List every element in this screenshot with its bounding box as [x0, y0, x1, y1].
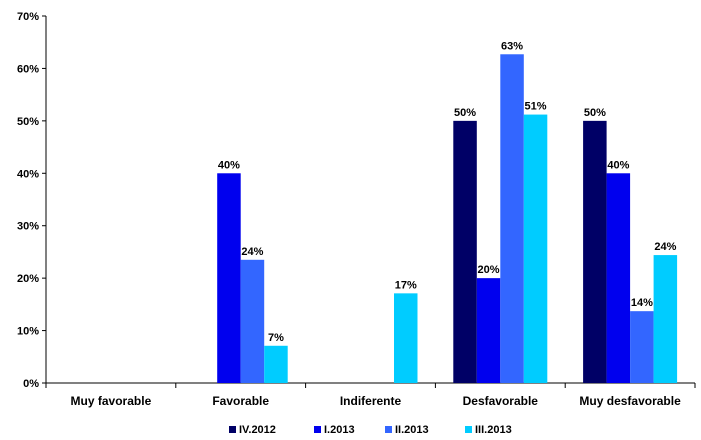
data-label: 50%: [584, 107, 606, 119]
data-label: 40%: [218, 159, 240, 171]
x-tick-label: Muy desfavorable: [579, 394, 681, 408]
bar: [523, 114, 548, 384]
y-tick-label: 70%: [17, 11, 39, 23]
legend-label: III.2013: [475, 424, 512, 435]
bar: [606, 173, 631, 383]
data-label: 17%: [395, 279, 417, 291]
x-tick-label: Desfavorable: [463, 394, 539, 408]
data-label: 7%: [268, 332, 284, 344]
bar: [394, 293, 418, 383]
y-tick-label: 50%: [17, 116, 39, 128]
bar: [264, 345, 288, 383]
data-label: 14%: [631, 297, 653, 309]
data-label: 24%: [241, 246, 263, 258]
data-label: 20%: [478, 264, 500, 276]
legend: IV.2012 I.2013 II.2013 III.2013: [229, 424, 512, 436]
bars: [217, 54, 678, 384]
axes: 0% 10% 20% 30% 40% 50% 60% 70% Muy favorable Favo…: [17, 11, 696, 408]
bar: [217, 173, 241, 383]
legend-swatch: [465, 426, 472, 433]
bar: [653, 255, 678, 383]
x-tick-label: Indiferente: [340, 394, 402, 408]
bar: [630, 311, 654, 383]
bar: [583, 120, 607, 383]
legend-label: IV.2012: [239, 424, 276, 435]
legend-swatch: [314, 426, 321, 433]
legend-label: II.2013: [395, 424, 429, 435]
bar: [240, 259, 265, 383]
y-tick-label: 60%: [17, 63, 39, 75]
x-tick-label: Favorable: [212, 394, 269, 408]
data-label: 51%: [525, 101, 547, 113]
x-tick-label: Muy favorable: [71, 394, 152, 408]
data-label: 40%: [607, 159, 629, 171]
y-tick-label: 10%: [17, 326, 39, 338]
legend-label: I.2013: [324, 424, 355, 435]
data-label: 24%: [654, 241, 676, 253]
y-tick-label: 30%: [17, 221, 39, 233]
bar: [453, 120, 477, 383]
data-labels: 50% 50% 40% 20% 40% 24% 63% 14% 7% 17% 51% 24%: [218, 40, 677, 344]
y-tick-label: 0%: [23, 378, 39, 390]
y-tick-label: 20%: [17, 273, 39, 285]
bar: [476, 278, 501, 383]
data-label: 50%: [454, 107, 476, 119]
legend-swatch: [385, 426, 392, 433]
y-tick-label: 40%: [17, 168, 39, 180]
legend-swatch: [229, 426, 236, 433]
bar: [500, 54, 524, 383]
data-label: 63%: [501, 40, 523, 52]
